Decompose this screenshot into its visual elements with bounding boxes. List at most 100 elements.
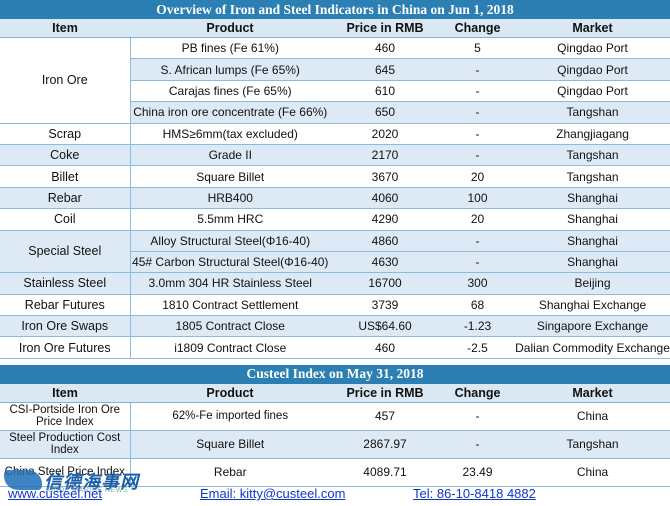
cell-item: Rebar Futures [0,294,131,317]
cell-change: - [440,230,515,252]
table-row: Scrap HMS≥6mm(tax excluded) 2020- Zhangjiag… [0,123,670,145]
website-link[interactable]: www.custeel.net [8,486,102,501]
table-row: Iron Ore PB fines (Fe 61%) 460 5 Qingdao Por… [0,37,670,124]
cell-change: -1.23 [440,315,515,338]
cell-item: Iron Ore Swaps [0,315,131,338]
cell-item: CSI-Portside Iron Ore Price Index [0,402,131,431]
cell-item: Iron Ore Futures [0,336,131,359]
cell-item: Steel Production Cost Index [0,430,131,459]
cell-price: 645 [330,58,440,81]
overview-table: Overview of Iron and Steel Indicators in… [0,0,670,359]
header-change: Change [440,383,515,403]
table-row: Coke Grade II 2170- Tangshan [0,144,670,167]
cell-price: 4089.71 [330,458,440,487]
cell-change: 68 [440,294,515,317]
header-market: Market [515,383,670,403]
cell-product: PB fines (Fe 61%) [130,37,330,60]
cell-change: - [440,144,515,167]
cell-market: Tangshan [515,101,670,124]
cell-market: Shanghai Exchange [515,294,670,317]
cell-price: 4060 [330,187,440,210]
header-item: Item [0,383,130,403]
cell-product: Rebar [130,458,330,487]
header-product: Product [130,383,330,403]
cell-price: 3739 [330,294,440,317]
table-row: 45# Carbon Structural Steel(Φ16-40) 4630-… [0,251,670,274]
cell-item: Iron Ore [0,37,131,124]
header-change: Change [440,19,515,38]
table-row: Iron Ore Futures i1809 Contract Close 460-… [0,336,670,359]
cell-item: Billet [0,165,131,188]
cell-change: - [440,101,515,124]
cell-item: Rebar [0,187,131,210]
custeel-index-table: Custeel Index on May 31, 2018 Item Produ… [0,364,670,487]
cell-item: Scrap [0,123,131,145]
cell-change: 20 [440,165,515,188]
email-link[interactable]: Email: kitty@custeel.com [200,486,346,501]
cell-market: Tangshan [515,144,670,167]
footer: 信德海事网 XINDE MARINE NEWS www.custeel.net … [0,470,670,506]
cell-price: 16700 [330,272,440,295]
table-row: Stainless Steel 3.0mm 304 HR Stainless St… [0,272,670,295]
cell-price: 460 [330,336,440,359]
cell-market: Dalian Commodity Exchange [515,336,670,359]
cell-product: 3.0mm 304 HR Stainless Steel [130,272,330,295]
cell-market: Qingdao Port [515,37,670,60]
overview-table-body: Iron Ore PB fines (Fe 61%) 460 5 Qingdao Por… [0,37,670,359]
header-price: Price in RMB [330,383,440,403]
table-row: S. African lumps (Fe 65%) 645- Qingdao Por… [0,58,670,81]
cell-price: 457 [330,402,440,431]
header-market: Market [515,19,670,38]
cell-item: Special Steel [0,230,131,274]
cell-product: HRB400 [130,187,330,210]
cell-market: Shanghai [515,251,670,274]
cell-change: - [440,251,515,274]
cell-change: -2.5 [440,336,515,359]
cell-price: 2867.97 [330,430,440,459]
cell-price: 2170 [330,144,440,167]
cell-price: 650 [330,101,440,124]
table-row: Carajas fines (Fe 65%) 610- Qingdao Port [0,80,670,103]
cell-product: China iron ore concentrate (Fe 66%) [130,101,330,124]
cell-change: - [440,80,515,103]
cell-item: Stainless Steel [0,272,131,295]
cell-market: Qingdao Port [515,58,670,81]
phone-link[interactable]: Tel: 86-10-8418 4882 [413,486,536,501]
cell-price: 2020 [330,123,440,145]
cell-product: Square Billet [130,165,330,188]
cell-market: China [515,458,670,487]
cell-change: 5 [440,37,515,60]
table-row: CSI-Portside Iron Ore Price Index 62%-Fe … [0,402,670,431]
cell-price: 4860 [330,230,440,252]
custeel-index-title: Custeel Index on May 31, 2018 [0,364,670,384]
cell-price: 4290 [330,208,440,231]
table-row: China iron ore concentrate (Fe 66%) 650- T… [0,101,670,124]
table-row: Billet Square Billet 3670 20 Tangshan [0,165,670,188]
table-row: Steel Production Cost Index Square Billet… [0,430,670,459]
cell-market: Shanghai [515,187,670,210]
cell-change: - [440,402,515,431]
cell-market: China [515,402,670,431]
cell-change: - [440,123,515,145]
logo-english-text: XINDE MARINE NEWS [46,487,129,494]
table-row: Iron Ore Swaps 1805 Contract Close US$64.6… [0,315,670,338]
cell-product: i1809 Contract Close [130,336,330,359]
cell-product: Carajas fines (Fe 65%) [130,80,330,103]
overview-table-title: Overview of Iron and Steel Indicators in… [0,0,670,19]
cell-product: HMS≥6mm(tax excluded) [130,123,330,145]
cell-price: US$64.60 [330,315,440,338]
cell-price: 3670 [330,165,440,188]
cell-product: 45# Carbon Structural Steel(Φ16-40) [130,251,330,274]
cell-market: Beijing [515,272,670,295]
logo: 信德海事网 XINDE MARINE NEWS www.custeel.net [4,468,154,506]
cell-change: - [440,58,515,81]
cell-market: Zhangjiagang [515,123,670,145]
cell-change: - [440,430,515,459]
cell-change: 100 [440,187,515,210]
cell-market: Qingdao Port [515,80,670,103]
cell-market: Singapore Exchange [515,315,670,338]
cell-market: Tangshan [515,165,670,188]
cell-market: Shanghai [515,208,670,231]
header-item: Item [0,19,130,38]
